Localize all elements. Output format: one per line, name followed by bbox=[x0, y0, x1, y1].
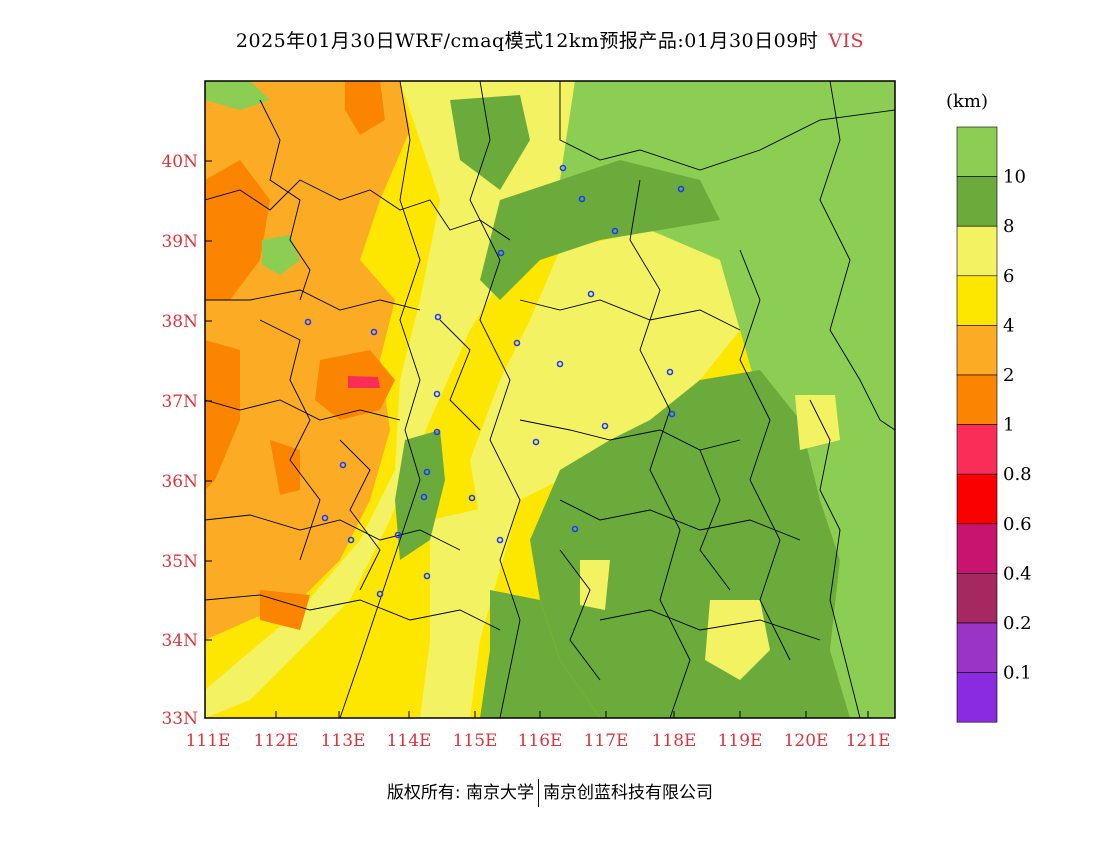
colorbar-swatch bbox=[956, 325, 998, 376]
axis-ticks bbox=[205, 160, 869, 718]
field-8-10km-se bbox=[530, 370, 850, 718]
field-8-10km-s bbox=[480, 590, 600, 718]
colorbar-tick-label: 0.6 bbox=[1003, 514, 1032, 535]
field-gt10km-patch bbox=[262, 235, 300, 275]
lat-label-39n: 39N bbox=[161, 232, 198, 252]
colorbar-swatch bbox=[956, 424, 998, 475]
colorbar-tick-label: 6 bbox=[1003, 266, 1014, 287]
colorbar-tick-label: 0.4 bbox=[1003, 563, 1032, 584]
field-6-8km-center bbox=[470, 230, 740, 520]
colorbar-tick-label: 2 bbox=[1003, 365, 1014, 386]
colorbar-tick-label: 10 bbox=[1003, 167, 1026, 188]
field-6-8km-patch-e bbox=[795, 395, 840, 450]
lat-label-35n: 35N bbox=[161, 552, 198, 572]
lon-label-112e: 112E bbox=[254, 731, 299, 751]
colorbar-swatch bbox=[956, 473, 998, 525]
colorbar-swatch bbox=[956, 672, 998, 723]
field-1-2km-w bbox=[205, 340, 240, 490]
title-variable: VIS bbox=[828, 30, 865, 52]
colorbar-swatch bbox=[956, 225, 998, 277]
lon-label-116e: 116E bbox=[518, 731, 563, 751]
lon-label-121e: 121E bbox=[846, 731, 891, 751]
colorbar-tick-label: 4 bbox=[1003, 315, 1014, 336]
colorbar-unit: (km) bbox=[946, 91, 988, 112]
colorbar-swatch bbox=[956, 374, 998, 425]
colorbar-tick-label: 0.8 bbox=[1003, 464, 1032, 485]
field-gt10km-nw bbox=[205, 81, 270, 110]
lat-label-40n: 40N bbox=[161, 152, 198, 172]
colorbar-tick-label: 8 bbox=[1003, 216, 1014, 237]
lon-label-115e: 115E bbox=[453, 731, 498, 751]
lat-label-34n: 34N bbox=[161, 631, 198, 651]
lat-label-33n: 33N bbox=[161, 709, 198, 729]
admin-boundaries bbox=[205, 81, 895, 718]
colorbar bbox=[956, 126, 998, 723]
colorbar-swatch bbox=[956, 573, 998, 624]
visibility-field bbox=[205, 81, 895, 718]
lon-label-117e: 117E bbox=[584, 731, 629, 751]
field-1-2km-n bbox=[345, 81, 385, 135]
map-frame bbox=[204, 80, 896, 719]
footer-company: 南京创蓝科技有限公司 bbox=[543, 783, 714, 803]
lon-label-120e: 120E bbox=[784, 731, 829, 751]
lon-label-114e: 114E bbox=[387, 731, 432, 751]
colorbar-tick-label: 1 bbox=[1003, 415, 1014, 436]
colorbar-swatch bbox=[956, 275, 998, 326]
title-main: 2025年01月30日WRF/cmaq模式12km预报产品:01月30日09时 bbox=[235, 30, 819, 52]
lon-label-118e: 118E bbox=[652, 731, 697, 751]
colorbar-swatch bbox=[956, 176, 998, 227]
field-6-8km-west bbox=[205, 81, 575, 718]
field-8-10km-ne bbox=[480, 160, 720, 300]
lat-label-38n: 38N bbox=[161, 312, 198, 332]
field-0.8-1km bbox=[348, 376, 380, 388]
footer-separator bbox=[538, 779, 540, 807]
colorbar-labels: 10 8 6 4 2 1 0.8 0.6 0.4 0.2 0.1 bbox=[1003, 167, 1032, 684]
field-6-8km-patch-se bbox=[705, 600, 770, 680]
field-8-10km-n bbox=[450, 95, 530, 190]
footer-copyright: 版权所有: 南京大学 bbox=[386, 783, 535, 803]
lon-label-111e: 111E bbox=[186, 731, 231, 751]
field-1-2km-sw bbox=[260, 590, 310, 630]
colorbar-swatch bbox=[956, 622, 998, 673]
colorbar-swatch bbox=[956, 523, 998, 574]
colorbar-swatch bbox=[956, 126, 998, 177]
lat-label-37n: 37N bbox=[161, 392, 198, 412]
field-1-2km-patch bbox=[270, 440, 300, 495]
field-6-8km-patch-s bbox=[580, 560, 610, 610]
lon-label-119e: 119E bbox=[718, 731, 763, 751]
field-8-10km-w bbox=[395, 430, 445, 560]
field-6-8km-south bbox=[420, 500, 520, 718]
colorbar-tick-label: 0.1 bbox=[1003, 663, 1032, 684]
lon-label-113e: 113E bbox=[321, 731, 366, 751]
city-markers bbox=[304, 164, 685, 598]
field-gt10km-east bbox=[520, 81, 895, 718]
colorbar-tick-label: 0.2 bbox=[1003, 613, 1032, 634]
lat-label-36n: 36N bbox=[161, 472, 198, 492]
page-title: 2025年01月30日WRF/cmaq模式12km预报产品:01月30日09时 V… bbox=[0, 26, 1100, 53]
footer: 版权所有: 南京大学 南京创蓝科技有限公司 bbox=[0, 778, 1100, 807]
